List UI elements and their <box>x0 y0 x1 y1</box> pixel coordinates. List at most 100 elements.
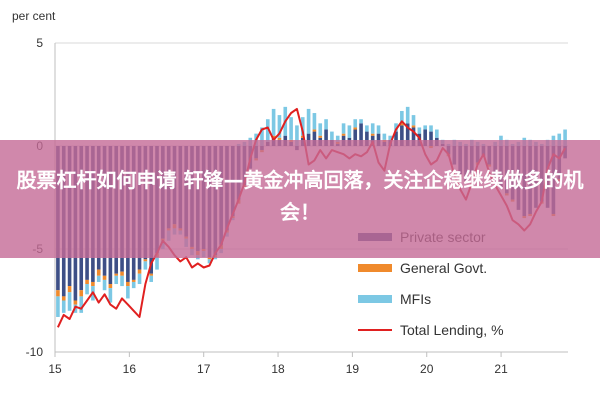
x-tick-label: 15 <box>48 362 62 376</box>
bar-mfis <box>271 108 276 136</box>
bar-private-sector <box>411 127 416 146</box>
bar-mfis <box>318 123 323 136</box>
x-tick-labels: 15 16 17 18 19 20 21 <box>48 362 508 376</box>
bar-private-sector <box>376 133 381 146</box>
x-tick-label: 18 <box>271 362 285 376</box>
legend-swatch-general-govt <box>358 264 392 272</box>
bar-general-govt <box>143 259 148 262</box>
bar-mfis <box>61 300 66 313</box>
bar-mfis <box>388 135 393 140</box>
bar-mfis <box>341 123 346 134</box>
bar-general-govt <box>353 127 358 130</box>
bar-mfis <box>435 129 439 138</box>
bar-mfis <box>365 125 369 132</box>
x-axis <box>54 351 568 357</box>
x-tick-label: 17 <box>197 362 211 376</box>
bar-general-govt <box>277 137 282 140</box>
bar-general-govt <box>79 290 84 297</box>
banner-title: 股票杠杆如何申请 轩锋—黄金冲高回落，关注企稳继续做多的机会！ <box>16 168 584 224</box>
y-tick-label: -10 <box>26 345 44 359</box>
bar-mfis <box>79 296 84 313</box>
bar-general-govt <box>91 281 95 287</box>
bar-mfis <box>306 108 311 134</box>
bar-general-govt <box>56 290 60 297</box>
bar-private-sector <box>324 129 328 146</box>
y-tick-label: 5 <box>36 36 43 50</box>
bar-general-govt <box>108 284 113 289</box>
bar-mfis <box>370 123 375 134</box>
bar-private-sector <box>312 131 317 146</box>
bar-mfis <box>312 113 317 130</box>
bar-general-govt <box>318 135 323 138</box>
bar-general-govt <box>370 133 375 136</box>
bar-general-govt <box>400 123 404 126</box>
bar-private-sector <box>394 131 398 146</box>
bar-mfis <box>131 281 136 289</box>
bar-mfis <box>359 119 363 124</box>
bar-general-govt <box>114 273 119 276</box>
bar-mfis <box>300 117 305 136</box>
legend-label-mfis: MFIs <box>400 291 431 307</box>
bar-mfis <box>557 133 562 146</box>
bar-mfis <box>382 133 387 140</box>
bar-mfis <box>149 275 153 282</box>
bar-private-sector <box>405 123 410 146</box>
bar-private-sector <box>400 125 404 146</box>
bar-mfis <box>400 110 404 124</box>
bar-mfis <box>324 119 328 130</box>
bar-mfis <box>155 257 159 270</box>
bar-mfis <box>207 259 212 264</box>
bar-mfis <box>265 119 270 142</box>
bar-general-govt <box>96 269 101 276</box>
bar-private-sector <box>306 133 311 146</box>
bar-mfis <box>376 125 381 134</box>
bar-general-govt <box>312 129 317 132</box>
bar-mfis <box>423 125 427 130</box>
bar-mfis <box>143 261 148 270</box>
bar-mfis <box>126 286 130 299</box>
bar-mfis <box>429 125 433 132</box>
legend-label-general-govt: General Govt. <box>400 260 487 276</box>
bar-general-govt <box>67 286 72 293</box>
bar-mfis <box>96 275 101 282</box>
bar-general-govt <box>102 275 107 280</box>
bar-mfis <box>137 273 142 285</box>
bar-mfis <box>394 123 398 132</box>
bar-mfis <box>108 288 113 303</box>
bar-mfis <box>289 117 293 140</box>
bar-private-sector <box>353 129 358 146</box>
bar-mfis <box>102 279 107 291</box>
bar-general-govt <box>137 269 142 274</box>
bar-general-govt <box>341 133 346 136</box>
bar-mfis <box>277 115 282 138</box>
x-tick-label: 21 <box>494 362 508 376</box>
bar-private-sector <box>423 129 427 146</box>
bar-private-sector <box>365 131 369 146</box>
bar-mfis <box>114 275 119 285</box>
bar-private-sector <box>429 131 433 146</box>
bar-mfis <box>56 296 60 317</box>
bar-mfis <box>335 135 340 142</box>
x-tick-label: 16 <box>123 362 137 376</box>
title-banner <box>0 140 600 258</box>
bar-mfis <box>563 129 567 146</box>
bar-general-govt <box>120 271 124 276</box>
x-tick-label: 20 <box>420 362 434 376</box>
bar-mfis <box>260 127 264 146</box>
bar-mfis <box>295 125 299 146</box>
bar-general-govt <box>61 296 66 301</box>
bar-mfis <box>353 119 358 128</box>
bar-mfis <box>330 131 334 140</box>
bar-general-govt <box>85 279 89 285</box>
bar-general-govt <box>271 135 276 138</box>
bar-mfis <box>411 115 416 126</box>
bar-general-govt <box>207 257 212 260</box>
bar-private-sector <box>359 123 363 146</box>
bar-general-govt <box>131 279 136 282</box>
bar-mfis <box>417 127 422 134</box>
bar-mfis <box>85 284 89 295</box>
bar-mfis <box>405 106 410 124</box>
bar-general-govt <box>73 300 78 305</box>
bar-general-govt <box>411 125 416 128</box>
x-tick-label: 19 <box>346 362 360 376</box>
